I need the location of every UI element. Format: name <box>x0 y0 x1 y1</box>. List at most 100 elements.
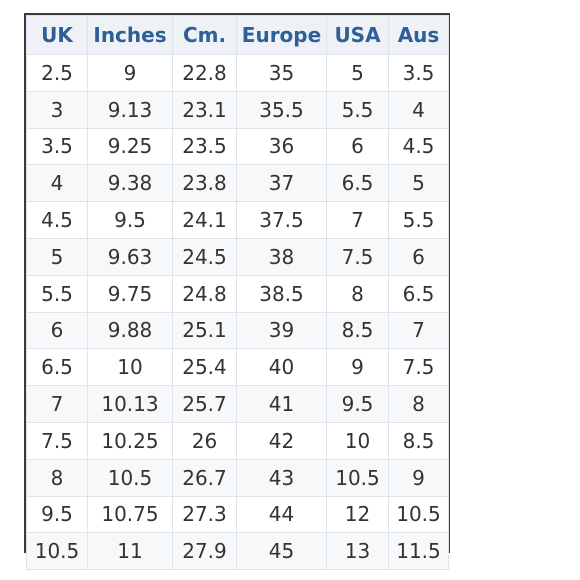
cell-uk: 3 <box>26 90 88 129</box>
table-row: 4 9.38 23.8 37 6.5 5 <box>26 164 449 203</box>
cell-uk: 7 <box>26 385 88 423</box>
shoe-size-conversion-table: UK Inches Cm. Europe USA Aus 2.5 9 22.8 35 5… <box>26 15 449 571</box>
cell-europe: 37 <box>236 164 327 203</box>
table-row: 5.5 9.75 24.8 38.5 8 6.5 <box>26 274 449 313</box>
cell-europe: 42 <box>236 421 327 460</box>
cell-inches: 9.5 <box>87 201 173 239</box>
cell-inches: 9.88 <box>87 311 173 350</box>
table-row: 9.5 10.75 27.3 44 12 10.5 <box>26 495 449 534</box>
cell-aus: 4.5 <box>388 127 449 166</box>
cell-cm: 27.3 <box>172 495 237 534</box>
table-row: 8 10.5 26.7 43 10.5 9 <box>26 458 449 497</box>
cell-europe: 35 <box>236 54 327 92</box>
table-row: 10.5 11 27.9 45 13 11.5 <box>26 532 449 571</box>
size-chart-container: UK Inches Cm. Europe USA Aus 2.5 9 22.8 35 5… <box>24 13 450 571</box>
cell-uk: 5.5 <box>26 274 88 313</box>
cell-cm: 25.4 <box>172 348 237 387</box>
cell-inches: 10 <box>87 348 173 387</box>
table-row: 7.5 10.25 26 42 10 8.5 <box>26 421 449 460</box>
cell-inches: 11 <box>87 532 173 571</box>
cell-inches: 10.5 <box>87 458 173 497</box>
cell-aus: 7 <box>388 311 449 350</box>
cell-aus: 6 <box>388 237 449 276</box>
cell-europe: 38.5 <box>236 274 327 313</box>
cell-europe: 38 <box>236 237 327 276</box>
cell-usa: 8.5 <box>326 311 389 350</box>
cell-inches: 10.13 <box>87 385 173 423</box>
cell-inches: 9.13 <box>87 90 173 129</box>
table-row: 3.5 9.25 23.5 36 6 4.5 <box>26 127 449 166</box>
cell-usa: 12 <box>326 495 389 534</box>
table-body: 2.5 9 22.8 35 5 3.5 3 9.13 23.1 35.5 5.5 4 3.5 9.25 23… <box>26 54 449 571</box>
cell-cm: 24.8 <box>172 274 237 313</box>
cell-uk: 5 <box>26 237 88 276</box>
cell-cm: 23.8 <box>172 164 237 203</box>
cell-cm: 24.5 <box>172 237 237 276</box>
header-cm: Cm. <box>172 15 237 55</box>
cell-usa: 10.5 <box>326 458 389 497</box>
cell-aus: 5.5 <box>388 201 449 239</box>
cell-cm: 26 <box>172 421 237 460</box>
cell-inches: 10.25 <box>87 421 173 460</box>
cell-uk: 4 <box>26 164 88 203</box>
cell-cm: 24.1 <box>172 201 237 239</box>
table-row: 2.5 9 22.8 35 5 3.5 <box>26 54 449 92</box>
cell-aus: 8 <box>388 385 449 423</box>
cell-uk: 4.5 <box>26 201 88 239</box>
cell-cm: 25.7 <box>172 385 237 423</box>
cell-usa: 13 <box>326 532 389 571</box>
cell-europe: 40 <box>236 348 327 387</box>
cell-aus: 6.5 <box>388 274 449 313</box>
cell-europe: 44 <box>236 495 327 534</box>
cell-europe: 35.5 <box>236 90 327 129</box>
cell-cm: 23.5 <box>172 127 237 166</box>
cell-europe: 39 <box>236 311 327 350</box>
cell-uk: 3.5 <box>26 127 88 166</box>
cell-usa: 6 <box>326 127 389 166</box>
header-usa: USA <box>326 15 389 55</box>
cell-uk: 6 <box>26 311 88 350</box>
cell-usa: 7 <box>326 201 389 239</box>
cell-aus: 3.5 <box>388 54 449 92</box>
cell-uk: 10.5 <box>26 532 88 571</box>
cell-inches: 9.75 <box>87 274 173 313</box>
cell-inches: 9.63 <box>87 237 173 276</box>
cell-cm: 27.9 <box>172 532 237 571</box>
cell-usa: 9 <box>326 348 389 387</box>
cell-inches: 10.75 <box>87 495 173 534</box>
cell-cm: 23.1 <box>172 90 237 129</box>
table-row: 6 9.88 25.1 39 8.5 7 <box>26 311 449 350</box>
cell-usa: 5.5 <box>326 90 389 129</box>
header-aus: Aus <box>388 15 449 55</box>
cell-cm: 26.7 <box>172 458 237 497</box>
cell-aus: 8.5 <box>388 421 449 460</box>
cell-usa: 9.5 <box>326 385 389 423</box>
cell-cm: 25.1 <box>172 311 237 350</box>
cell-aus: 10.5 <box>388 495 449 534</box>
cell-aus: 11.5 <box>388 532 449 571</box>
table-row: 6.5 10 25.4 40 9 7.5 <box>26 348 449 387</box>
table-row: 3 9.13 23.1 35.5 5.5 4 <box>26 90 449 129</box>
cell-uk: 8 <box>26 458 88 497</box>
table-row: 7 10.13 25.7 41 9.5 8 <box>26 385 449 423</box>
cell-usa: 6.5 <box>326 164 389 203</box>
cell-usa: 10 <box>326 421 389 460</box>
cell-aus: 9 <box>388 458 449 497</box>
cell-europe: 37.5 <box>236 201 327 239</box>
cell-inches: 9.38 <box>87 164 173 203</box>
cell-usa: 8 <box>326 274 389 313</box>
cell-uk: 6.5 <box>26 348 88 387</box>
cell-aus: 5 <box>388 164 449 203</box>
cell-cm: 22.8 <box>172 54 237 92</box>
cell-usa: 7.5 <box>326 237 389 276</box>
cell-inches: 9.25 <box>87 127 173 166</box>
cell-aus: 4 <box>388 90 449 129</box>
header-uk: UK <box>26 15 88 55</box>
table-row: 4.5 9.5 24.1 37.5 7 5.5 <box>26 201 449 239</box>
table-header: UK Inches Cm. Europe USA Aus <box>26 15 449 55</box>
header-europe: Europe <box>236 15 327 55</box>
cell-uk: 9.5 <box>26 495 88 534</box>
cell-europe: 41 <box>236 385 327 423</box>
header-row: UK Inches Cm. Europe USA Aus <box>26 15 449 55</box>
cell-aus: 7.5 <box>388 348 449 387</box>
